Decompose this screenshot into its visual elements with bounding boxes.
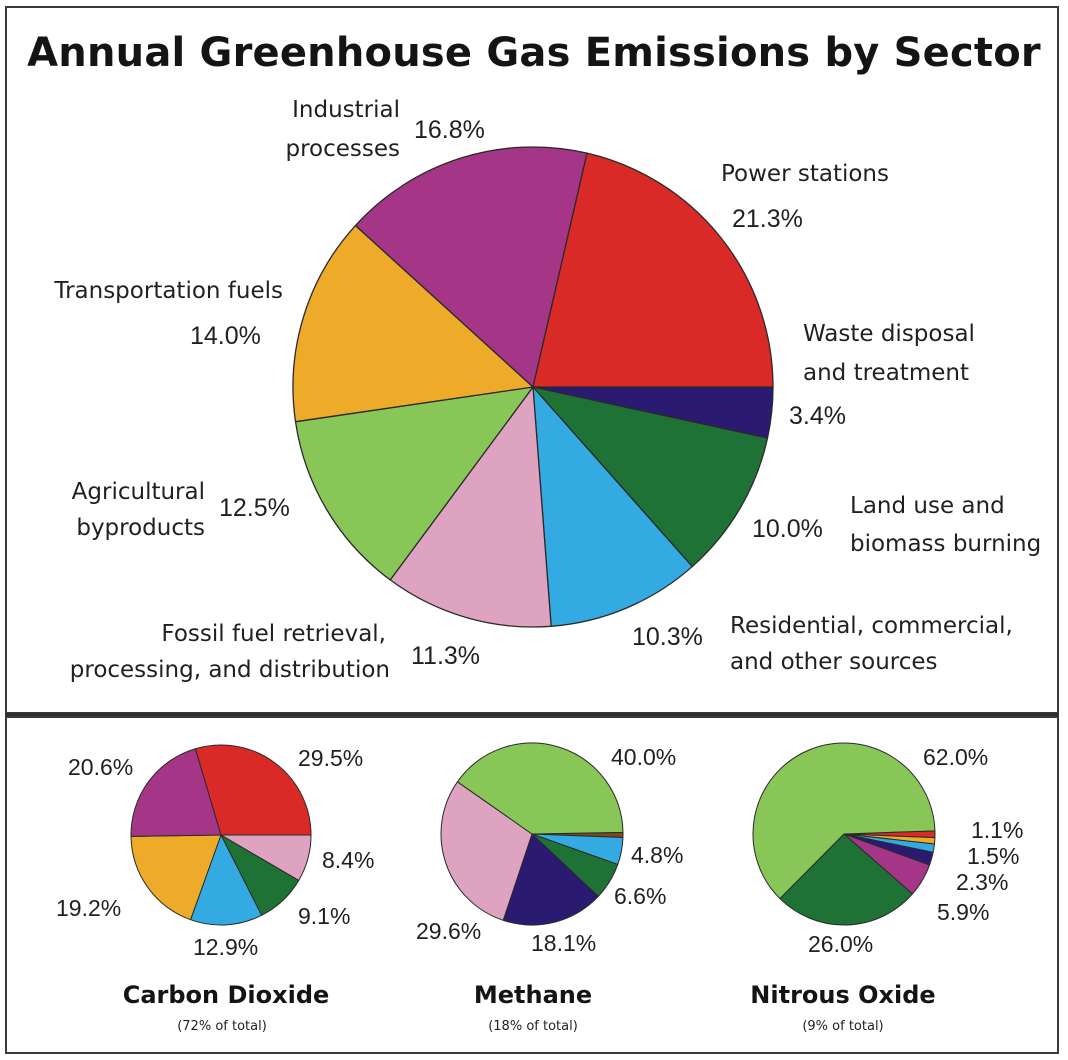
main-slice-4	[294, 386, 534, 581]
methane-pie	[440, 742, 624, 926]
co2-pct-8-4: 8.4%	[322, 847, 374, 873]
chart-title: Annual Greenhouse Gas Emissions by Secto…	[27, 30, 1041, 76]
nitrous-oxide-title: Nitrous Oxide	[750, 981, 935, 1009]
label-industrial-line1: Industrial	[292, 97, 400, 123]
nitrous-oxide-pie	[752, 742, 936, 926]
gas-charts-frame	[5, 716, 1059, 1054]
label-residential-line2: and other sources	[730, 649, 938, 675]
co2-slice-4	[130, 748, 222, 837]
co2-slice-5	[194, 744, 312, 836]
co2-slice-2	[190, 834, 263, 926]
n2o-pct-1-1: 1.1%	[971, 817, 1023, 843]
nitrous-oxide-subtitle: (9% of total)	[802, 1019, 883, 1034]
n2o-slice-6	[752, 742, 936, 900]
pct-agri: 12.5%	[219, 494, 290, 522]
main-slice-5	[292, 224, 534, 423]
pct-power-stations: 21.3%	[732, 205, 803, 233]
main-slice-2	[532, 386, 693, 627]
co2-slice-3	[130, 834, 222, 921]
pct-fossil: 11.3%	[411, 642, 480, 670]
ch4-slice-4	[440, 781, 533, 921]
main-slice-3	[389, 386, 552, 628]
label-waste-line1: Waste disposal	[803, 321, 975, 347]
label-agri-line2: byproducts	[76, 515, 205, 541]
label-agri-line1: Agricultural	[72, 479, 205, 505]
n2o-pct-26: 26.0%	[808, 931, 873, 957]
n2o-pct-2-3: 2.3%	[956, 869, 1008, 895]
pct-residential: 10.3%	[632, 623, 703, 651]
ch4-pct-18-1: 18.1%	[531, 930, 596, 956]
label-fossil-line1: Fossil fuel retrieval,	[161, 621, 386, 647]
label-land-line2: biomass burning	[850, 531, 1041, 557]
label-residential-line1: Residential, commercial,	[730, 613, 1013, 639]
co2-pct-9-1: 9.1%	[298, 903, 350, 929]
n2o-pct-62: 62.0%	[923, 744, 988, 770]
pct-industrial: 16.8%	[414, 116, 485, 144]
co2-pct-29-5: 29.5%	[298, 745, 363, 771]
co2-pct-20-6: 20.6%	[68, 754, 133, 780]
pct-land-use: 10.0%	[752, 515, 823, 543]
pct-transport: 14.0%	[190, 322, 261, 350]
n2o-slice-5	[779, 833, 913, 926]
label-land-line1: Land use and	[850, 493, 1005, 519]
ch4-slice-3	[502, 833, 599, 926]
label-waste-line2: and treatment	[803, 360, 969, 386]
ch4-pct-29-6: 29.6%	[416, 918, 481, 944]
co2-title: Carbon Dioxide	[123, 981, 330, 1009]
main-slice-6	[354, 146, 588, 388]
label-industrial-line2: processes	[285, 136, 400, 162]
co2-subtitle: (72% of total)	[177, 1019, 267, 1034]
co2-pie	[130, 744, 312, 926]
n2o-pct-5-9: 5.9%	[937, 899, 989, 925]
main-slice-1	[532, 386, 769, 568]
ch4-pct-6-6: 6.6%	[614, 883, 666, 909]
n2o-pct-1-5: 1.5%	[967, 843, 1019, 869]
section-divider	[5, 713, 1059, 718]
methane-subtitle: (18% of total)	[488, 1019, 578, 1034]
label-power-stations: Power stations	[721, 161, 889, 187]
pct-waste: 3.4%	[789, 402, 846, 430]
main-pie	[292, 146, 774, 628]
ch4-pct-4-8: 4.8%	[631, 842, 683, 868]
ch4-pct-40: 40.0%	[611, 744, 676, 770]
main-slice-7	[532, 152, 774, 388]
co2-pct-19-2: 19.2%	[56, 895, 121, 921]
methane-title: Methane	[474, 981, 592, 1009]
label-fossil-line2: processing, and distribution	[70, 657, 390, 683]
co2-pct-12-9: 12.9%	[193, 934, 258, 960]
ch4-slice-5	[456, 742, 624, 835]
label-transport: Transportation fuels	[53, 278, 283, 304]
